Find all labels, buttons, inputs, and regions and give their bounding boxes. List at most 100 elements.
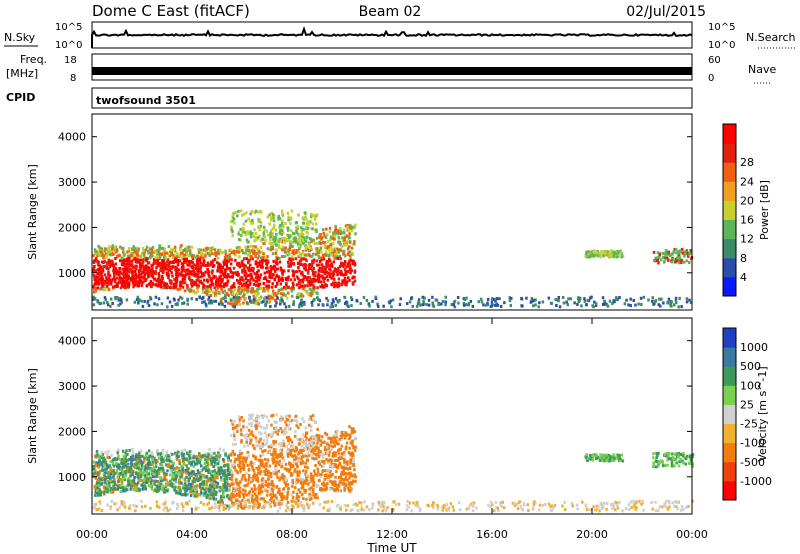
echo-cell <box>329 235 333 239</box>
echo-cell <box>350 229 353 233</box>
echo-cell <box>202 295 205 299</box>
echo-cell <box>175 457 179 461</box>
echo-cell <box>313 437 316 440</box>
echo-cell <box>144 487 147 491</box>
echo-cell <box>323 477 326 481</box>
echo-cell <box>211 484 215 488</box>
echo-cell <box>225 486 229 489</box>
echo-cell <box>141 467 144 471</box>
echo-cell <box>333 267 337 271</box>
echo-cell <box>103 260 107 264</box>
echo-cell <box>175 453 179 457</box>
echo-cell <box>166 489 169 493</box>
echo-cell <box>249 299 252 303</box>
echo-cell <box>258 282 262 286</box>
echo-cell <box>248 295 251 299</box>
echo-cell <box>122 250 125 254</box>
echo-cell <box>457 301 460 305</box>
echo-cell <box>153 249 157 253</box>
echo-cell <box>302 287 305 291</box>
echo-cell <box>101 268 105 272</box>
echo-cell <box>109 282 113 286</box>
echo-cell <box>154 295 158 299</box>
noise-sky-series <box>91 26 693 38</box>
echo-cell <box>221 265 224 269</box>
echo-cell <box>154 269 157 273</box>
echo-cell <box>616 297 620 301</box>
echo-cell <box>108 253 112 257</box>
echo-cell <box>194 492 198 496</box>
echo-cell <box>213 286 216 290</box>
echo-cell <box>146 479 150 483</box>
echo-cell <box>181 468 184 472</box>
echo-cell <box>334 297 338 301</box>
echo-cell <box>214 497 217 501</box>
echo-cell <box>94 469 97 473</box>
echo-cell <box>107 273 110 277</box>
echo-cell <box>308 243 312 247</box>
echo-cell <box>344 484 347 487</box>
echo-cell <box>295 220 299 224</box>
echo-cell <box>317 484 320 488</box>
echo-cell <box>292 300 296 304</box>
echo-cell <box>96 461 99 465</box>
echo-cell <box>109 249 112 253</box>
echo-cell <box>197 452 201 456</box>
echo-cell <box>336 299 339 303</box>
echo-cell <box>159 462 162 466</box>
echo-cell <box>304 268 308 272</box>
echo-cell <box>148 460 151 464</box>
echo-cell <box>651 296 654 300</box>
echo-cell <box>162 487 165 491</box>
echo-cell <box>122 458 126 462</box>
echo-cell <box>230 504 234 507</box>
echo-cell <box>335 442 338 446</box>
echo-cell <box>160 252 164 256</box>
echo-cell <box>99 286 103 290</box>
echo-cell <box>120 480 124 484</box>
echo-cell <box>103 464 106 468</box>
echo-cell <box>290 294 294 298</box>
echo-cell <box>587 250 590 254</box>
echo-cell <box>276 491 280 494</box>
echo-cell <box>94 463 97 467</box>
echo-cell <box>161 267 164 271</box>
echo-cell <box>349 458 352 462</box>
echo-cell <box>174 485 177 489</box>
echo-cell <box>137 461 140 465</box>
echo-cell <box>244 288 247 292</box>
echo-cell <box>92 471 95 475</box>
echo-cell <box>623 302 627 306</box>
echo-cell <box>278 459 281 463</box>
echo-cell <box>431 301 434 305</box>
echo-cell <box>155 474 158 478</box>
echo-cell <box>595 251 599 255</box>
echo-cell <box>174 265 177 269</box>
echo-cell <box>119 286 123 290</box>
echo-cell <box>98 273 101 277</box>
echo-cell <box>330 459 334 463</box>
echo-cell <box>334 225 337 228</box>
echo-cell <box>234 253 237 257</box>
echo-cell <box>220 285 223 288</box>
echo-cell <box>494 299 497 303</box>
echo-cell <box>122 272 125 276</box>
echo-cell <box>114 297 117 301</box>
echo-cell <box>107 449 110 453</box>
echo-cell <box>289 222 292 225</box>
echo-cell <box>354 223 357 227</box>
echo-cell <box>677 251 680 255</box>
echo-cell <box>335 435 338 439</box>
echo-cell <box>134 267 138 271</box>
echo-cell <box>238 280 241 284</box>
echo-cell <box>311 268 314 272</box>
echo-cell <box>322 228 325 232</box>
echo-cell <box>272 223 276 227</box>
echo-cell <box>100 279 103 283</box>
echo-cell <box>159 266 163 270</box>
echo-cell <box>312 490 315 494</box>
noise-left-tick-top: 10^5 <box>55 22 82 33</box>
echo-cell <box>201 290 205 294</box>
echo-cell <box>259 256 263 260</box>
echo-cell <box>558 305 562 309</box>
